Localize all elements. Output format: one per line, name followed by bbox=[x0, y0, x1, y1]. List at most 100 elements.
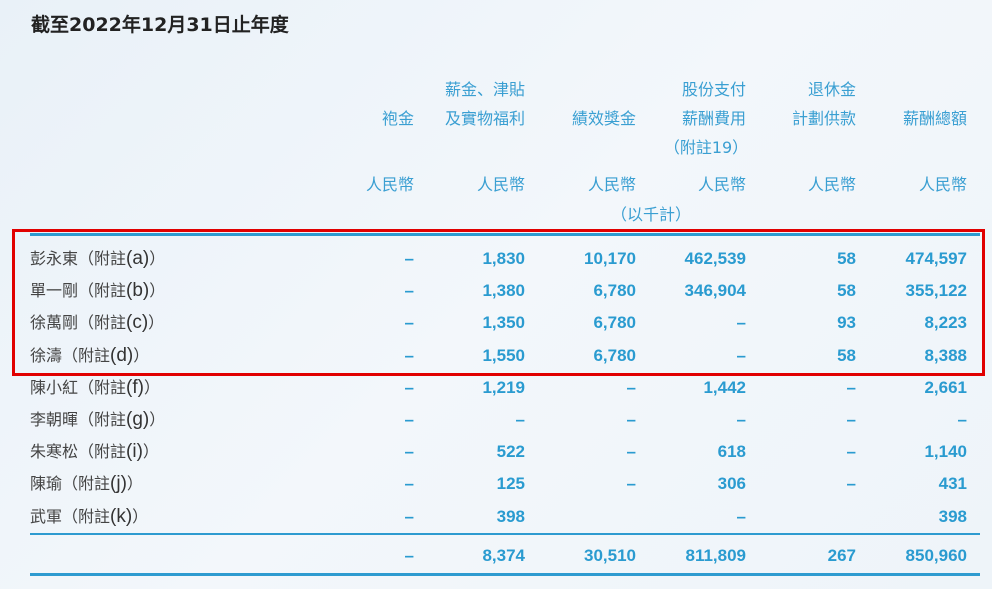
value-cell: 431 bbox=[938, 474, 967, 494]
value-cell: 6,780 bbox=[593, 281, 636, 301]
value-cell: 1,830 bbox=[482, 249, 525, 268]
value-cell: – bbox=[736, 410, 746, 429]
column-header-line: 及實物福利 bbox=[444, 109, 525, 128]
value-cell: – bbox=[626, 442, 636, 462]
director-name: 彭永東（附註(a)） bbox=[30, 243, 165, 275]
value-cell: – bbox=[404, 345, 414, 365]
table-row: 武軍（附註(k)） – 398 – 398 bbox=[30, 501, 980, 533]
close-paren: ） bbox=[149, 249, 166, 268]
unit-note: （以千計） bbox=[610, 205, 691, 224]
value-cell: 2,661 bbox=[924, 377, 967, 397]
director-name: 徐濤（附註(d)） bbox=[30, 340, 149, 372]
name-text: 徐萬剛（附註 bbox=[30, 313, 127, 333]
table-row: 陳小紅（附註(f)） – 1,219 – 1,442 – 2,661 bbox=[30, 372, 980, 404]
director-name: 陳瑜（附註(j)） bbox=[30, 468, 143, 500]
column-header-line: 績效獎金 bbox=[571, 109, 636, 128]
value-cell: – bbox=[404, 474, 414, 494]
column-header-line: 股份支付 bbox=[681, 80, 746, 99]
value-cell: – bbox=[736, 313, 746, 333]
director-name: 單一剛（附註(b)） bbox=[30, 275, 165, 307]
table-title: 截至2022年12月31日止年度 bbox=[31, 14, 289, 36]
close-paren: ） bbox=[148, 313, 165, 333]
director-name: 朱寒松（附註(i)） bbox=[30, 436, 159, 468]
value-cell: 1,219 bbox=[482, 377, 525, 397]
value-cell: – bbox=[404, 546, 414, 565]
value-cell: – bbox=[404, 377, 414, 397]
column-unit: 人民幣 bbox=[365, 175, 414, 194]
close-paren: ） bbox=[133, 345, 150, 365]
column-header-line: 退休金 bbox=[807, 80, 856, 99]
column-unit: 人民幣 bbox=[587, 175, 636, 194]
value-cell: 8,223 bbox=[924, 313, 967, 333]
director-name: 徐萬剛（附註(c)） bbox=[30, 307, 164, 339]
value-cell: – bbox=[736, 506, 746, 526]
value-cell: – bbox=[736, 345, 746, 365]
column-unit: 人民幣 bbox=[807, 175, 856, 194]
table-row: 徐萬剛（附註(c)） – 1,350 6,780 – 93 8,223 bbox=[30, 307, 980, 339]
note-ref: (j) bbox=[110, 473, 127, 495]
table-row: 李朝暉（附註(g)） – – – – – – bbox=[30, 404, 980, 436]
value-cell: – bbox=[404, 313, 414, 333]
close-paren: ） bbox=[142, 442, 159, 462]
name-text: 徐濤（附註 bbox=[30, 345, 111, 365]
note-ref: (f) bbox=[126, 376, 144, 398]
table-row: 單一剛（附註(b)） – 1,380 6,780 346,904 58 355,122 bbox=[30, 275, 980, 307]
value-cell: 522 bbox=[496, 442, 525, 462]
value-cell: 306 bbox=[717, 474, 746, 494]
table-row: 陳瑜（附註(j)） – 125 – 306 – 431 bbox=[30, 468, 980, 500]
name-text: 朱寒松（附註 bbox=[30, 442, 127, 462]
value-cell: 474,597 bbox=[905, 249, 967, 268]
close-paren: ） bbox=[149, 410, 166, 429]
column-unit: 人民幣 bbox=[476, 175, 525, 194]
value-cell: 1,350 bbox=[482, 313, 525, 333]
column-header-line: 薪金、津貼 bbox=[444, 80, 525, 99]
value-cell: 8,388 bbox=[924, 345, 967, 365]
value-cell: 58 bbox=[837, 281, 856, 301]
value-cell: – bbox=[846, 410, 856, 429]
value-cell: 462,539 bbox=[684, 249, 746, 268]
value-cell: 618 bbox=[717, 442, 746, 462]
close-paren: ） bbox=[126, 474, 143, 494]
value-cell: 93 bbox=[837, 313, 856, 333]
value-cell: 1,380 bbox=[482, 281, 525, 301]
value-cell: 398 bbox=[938, 506, 967, 526]
note-ref: (c) bbox=[126, 312, 149, 334]
column-header-line: （附註19） bbox=[663, 138, 749, 157]
column-unit: 人民幣 bbox=[918, 175, 967, 194]
note-ref: (a) bbox=[126, 248, 150, 269]
value-cell: 1,140 bbox=[924, 442, 967, 462]
note-ref: (k) bbox=[110, 505, 133, 527]
value-cell: 58 bbox=[837, 249, 856, 268]
value-cell: – bbox=[846, 474, 856, 494]
column-unit: 人民幣 bbox=[697, 175, 746, 194]
value-cell: 6,780 bbox=[593, 345, 636, 365]
header-rule bbox=[30, 233, 980, 236]
value-cell: – bbox=[626, 410, 636, 429]
value-cell: – bbox=[515, 410, 525, 429]
name-text: 李朝暉（附註 bbox=[30, 410, 127, 429]
column-header-line: 薪酬費用 bbox=[681, 109, 746, 128]
name-text: 陳瑜（附註 bbox=[30, 474, 111, 494]
column-header-line: 計劃供款 bbox=[791, 109, 856, 128]
close-paren: ） bbox=[132, 506, 149, 526]
director-name: 李朝暉（附註(g)） bbox=[30, 404, 165, 436]
value-cell: 1,442 bbox=[703, 377, 746, 397]
note-ref: (b) bbox=[126, 280, 150, 302]
name-text: 彭永東（附註 bbox=[30, 249, 127, 268]
value-cell: – bbox=[846, 377, 856, 397]
value-cell: – bbox=[404, 281, 414, 301]
value-cell: 58 bbox=[837, 345, 856, 365]
value-cell: – bbox=[846, 442, 856, 462]
note-ref: (g) bbox=[126, 409, 150, 430]
value-cell: – bbox=[404, 442, 414, 462]
name-text: 陳小紅（附註 bbox=[30, 377, 127, 397]
value-cell: – bbox=[404, 410, 414, 429]
column-header-line: 袍金 bbox=[381, 109, 414, 128]
value-cell: 10,170 bbox=[584, 249, 636, 268]
highlight-box bbox=[12, 229, 985, 376]
value-cell: 850,960 bbox=[905, 546, 967, 565]
value-cell: – bbox=[957, 410, 967, 429]
value-cell: 6,780 bbox=[593, 313, 636, 333]
director-name: 陳小紅（附註(f)） bbox=[30, 372, 160, 404]
value-cell: – bbox=[404, 249, 414, 268]
